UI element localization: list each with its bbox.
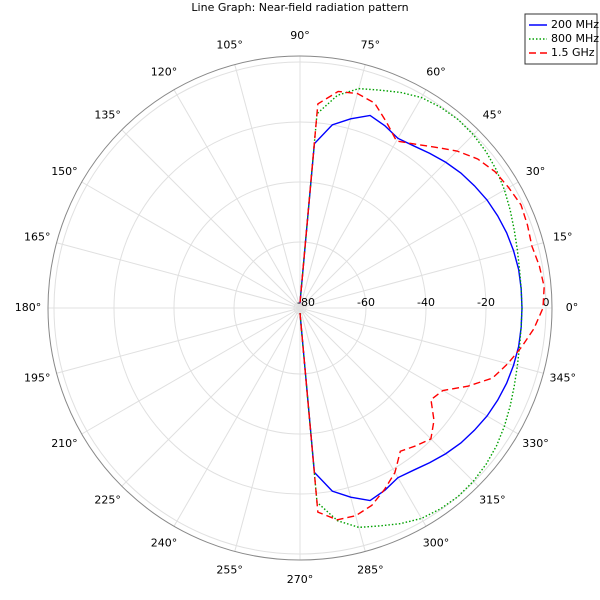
r-tick-label: 0	[543, 296, 550, 309]
theta-tick-label: 30°	[526, 165, 546, 178]
grid-spoke	[173, 89, 301, 309]
theta-tick-label: 90°	[290, 29, 310, 42]
legend-label: 800 MHz	[551, 32, 599, 45]
grid-spoke	[81, 307, 301, 435]
theta-tick-label: 60°	[426, 65, 446, 78]
theta-tick-label: 180°	[15, 301, 42, 314]
series-line	[299, 90, 545, 521]
grid-spoke	[299, 129, 479, 309]
theta-tick-label: 135°	[94, 109, 121, 122]
grid-spoke	[234, 64, 301, 309]
r-tick-label: -60	[357, 296, 375, 309]
theta-tick-label: 165°	[24, 231, 51, 244]
theta-tick-label: 285°	[357, 564, 384, 577]
legend-label: 1.5 GHz	[551, 46, 595, 59]
theta-tick-label: 240°	[151, 537, 178, 550]
grid-spoke	[299, 307, 544, 374]
grid-spoke	[299, 307, 479, 487]
series-line	[299, 87, 523, 529]
grid-spoke	[299, 307, 427, 527]
grid-spoke	[81, 181, 301, 309]
outer-circle	[47, 55, 553, 561]
theta-tick-label: 45°	[483, 109, 503, 122]
theta-tick-label: 210°	[51, 437, 78, 450]
grid-spoke	[121, 307, 301, 487]
grid-spoke	[299, 242, 544, 309]
grid-spoke	[173, 307, 301, 527]
grid-spoke	[56, 307, 301, 374]
theta-tick-label: 255°	[216, 564, 243, 577]
theta-tick-label: 270°	[287, 573, 314, 586]
theta-tick-label: 345°	[549, 371, 576, 384]
r-tick-label: -20	[477, 296, 495, 309]
grid-spoke	[299, 307, 366, 552]
theta-tick-label: 315°	[479, 493, 506, 506]
r-tick-label: -40	[417, 296, 435, 309]
grid-spoke	[56, 242, 301, 309]
theta-tick-label: 15°	[553, 231, 573, 244]
theta-tick-label: 195°	[24, 371, 51, 384]
theta-tick-label: 105°	[216, 38, 243, 51]
grid-spoke	[299, 181, 519, 309]
theta-tick-label: 300°	[423, 537, 450, 550]
theta-tick-label: 75°	[361, 38, 381, 51]
grid-spoke	[121, 129, 301, 309]
theta-tick-label: 225°	[94, 493, 121, 506]
grid-spoke	[299, 64, 366, 309]
theta-tick-label: 0°	[566, 301, 579, 314]
theta-tick-label: 150°	[51, 165, 78, 178]
theta-tick-label: 330°	[522, 437, 549, 450]
series-line	[299, 114, 523, 502]
legend-label: 200 MHz	[551, 18, 599, 31]
grid-spoke	[299, 89, 427, 309]
r-tick-label: -80	[297, 296, 315, 309]
theta-tick-label: 120°	[151, 65, 178, 78]
grid-spoke	[234, 307, 301, 552]
grid-spoke	[299, 307, 519, 435]
chart-title: Line Graph: Near-field radiation pattern	[191, 1, 408, 14]
